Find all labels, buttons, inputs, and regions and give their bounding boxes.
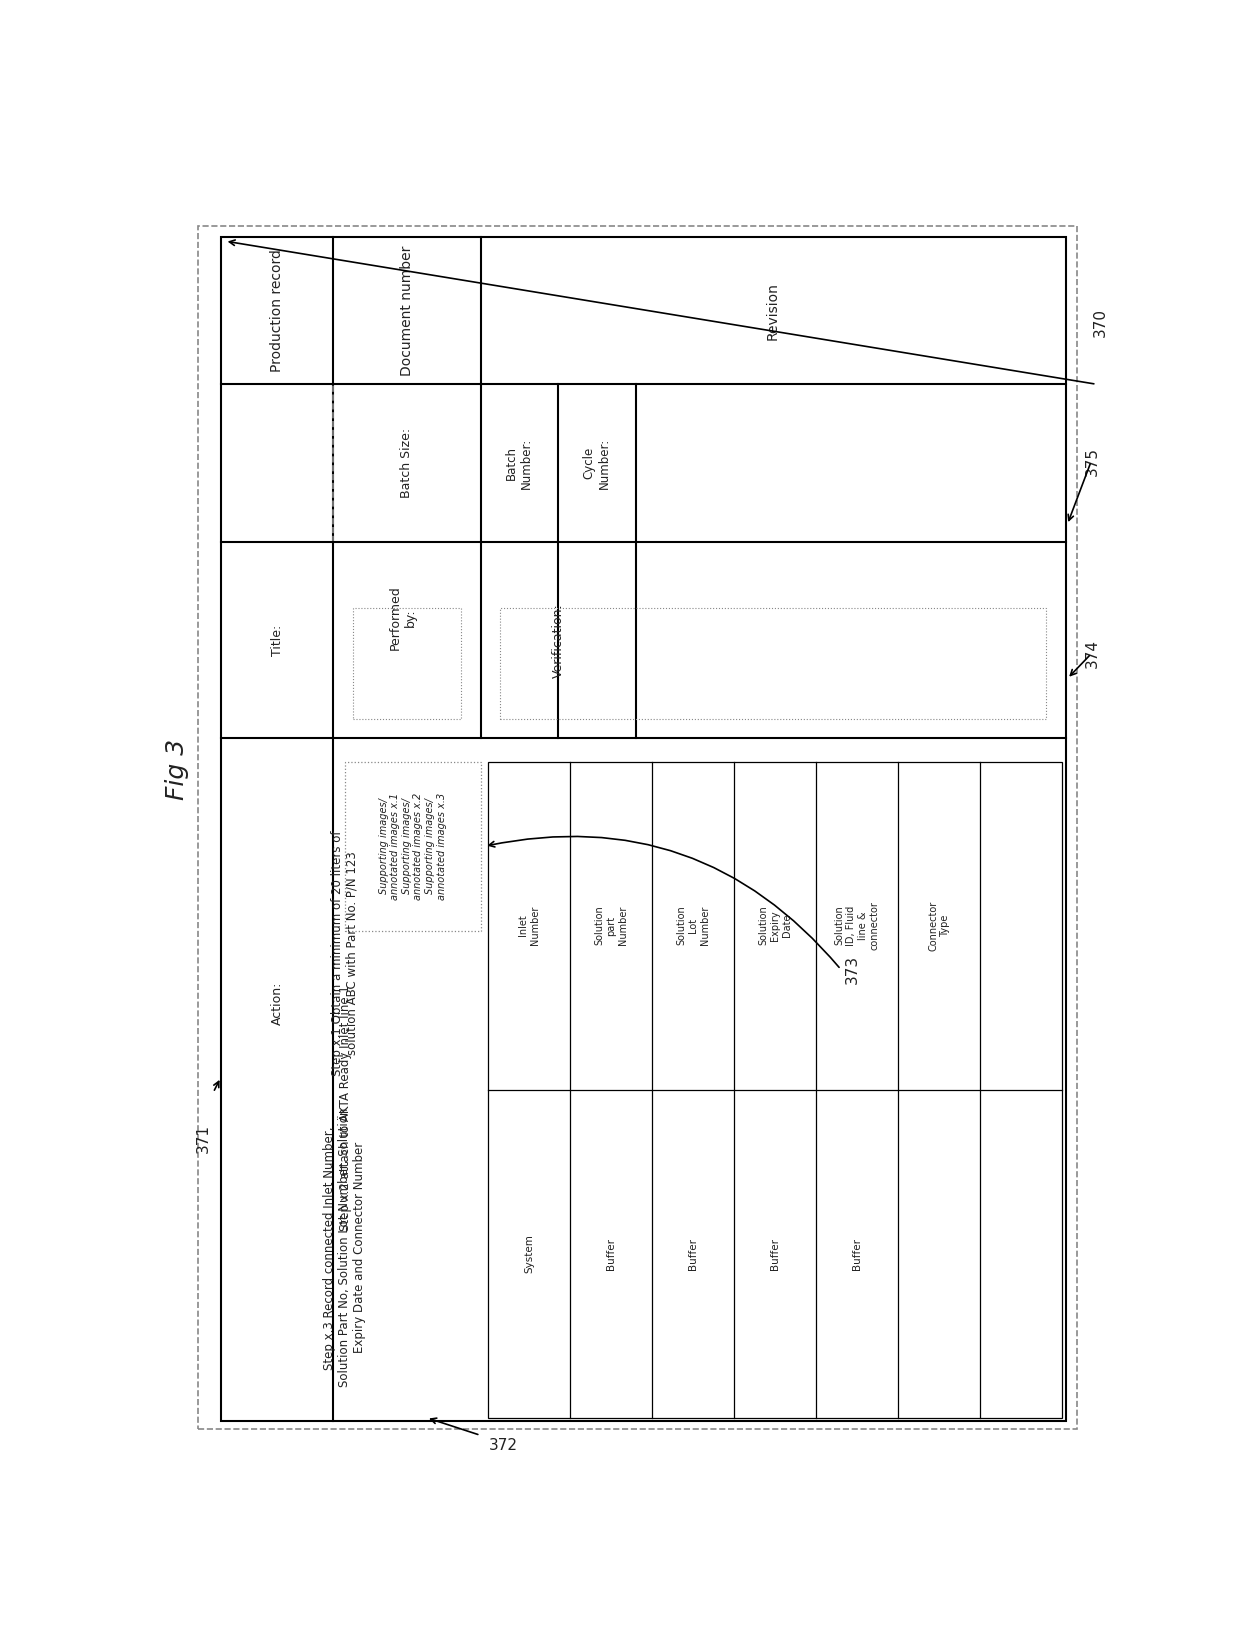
Text: Fig 3: Fig 3 — [165, 739, 188, 800]
Text: Inlet
Number: Inlet Number — [518, 905, 539, 945]
Text: Supporting images/
annotated images x.1
Supporting images/
annotated images x.2
: Supporting images/ annotated images x.1 … — [378, 792, 446, 900]
Bar — [221, 237, 1065, 1421]
Text: Document number: Document number — [399, 245, 414, 376]
Bar — [500, 608, 1047, 720]
Text: Buffer: Buffer — [852, 1237, 862, 1270]
Text: 374: 374 — [1085, 639, 1100, 669]
Text: Title:: Title: — [270, 624, 284, 656]
Text: Revision: Revision — [766, 283, 780, 340]
Bar — [352, 608, 461, 720]
Text: 373: 373 — [844, 955, 861, 984]
Text: Production record: Production record — [270, 250, 284, 373]
Text: Buffer: Buffer — [770, 1237, 780, 1270]
Text: Solution
Lot
Number: Solution Lot Number — [677, 905, 709, 945]
Text: Action:: Action: — [270, 981, 284, 1025]
Text: Batch Size:: Batch Size: — [401, 429, 413, 498]
Text: Cycle
Number:: Cycle Number: — [583, 437, 611, 490]
Text: 372: 372 — [490, 1438, 518, 1452]
Text: Buffer: Buffer — [688, 1237, 698, 1270]
Text: Batch
Number:: Batch Number: — [505, 437, 533, 490]
Text: System: System — [525, 1234, 534, 1273]
Text: 371: 371 — [196, 1124, 211, 1153]
Text: Solution
Expiry
Date: Solution Expiry Date — [759, 905, 791, 945]
Text: Connector
Type: Connector Type — [928, 900, 950, 951]
Text: Solution
ID, Fluid
line &
connector: Solution ID, Fluid line & connector — [835, 900, 879, 950]
Text: Buffer: Buffer — [606, 1237, 616, 1270]
Bar — [345, 762, 481, 932]
Text: Step x.3 Record connected Inlet Number,
Solution Part No, Solution Lot Number, S: Step x.3 Record connected Inlet Number, … — [324, 1107, 366, 1387]
Bar — [489, 762, 1061, 1418]
Text: Performed
by:: Performed by: — [389, 585, 417, 649]
Text: Step x.1 Obtain a minimum of 20 liters of
solution ABC with Part No. P/N 123: Step x.1 Obtain a minimum of 20 liters o… — [331, 831, 358, 1076]
Text: 375: 375 — [1085, 447, 1100, 476]
Text: Step x.2 attach to ÄKTA Ready Inlet line 1: Step x.2 attach to ÄKTA Ready Inlet line… — [337, 984, 352, 1231]
Text: Verification:: Verification: — [552, 603, 564, 677]
Text: Solution
part
Number: Solution part Number — [594, 905, 627, 945]
Text: 370: 370 — [1092, 309, 1107, 337]
